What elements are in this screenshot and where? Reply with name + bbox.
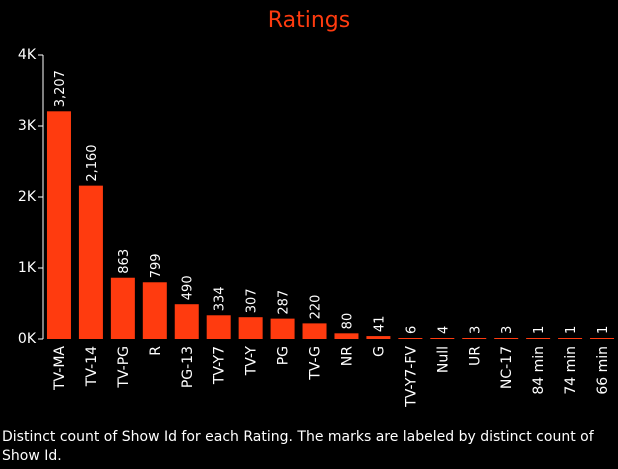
bar — [526, 338, 551, 339]
y-tick-label: 2K — [18, 189, 37, 205]
bar — [462, 338, 487, 339]
x-tick-label: TV-Y7-FV — [403, 346, 419, 408]
y-tick-label: 0K — [18, 331, 37, 347]
bar-value-label: 41 — [372, 316, 387, 333]
bar — [142, 282, 167, 339]
bar — [110, 277, 135, 339]
x-tick-label: TV-14 — [84, 346, 100, 387]
bar — [494, 338, 519, 339]
bar — [590, 338, 615, 339]
x-tick-label: TV-Y7 — [212, 346, 228, 385]
bar-value-label: 4 — [436, 326, 451, 334]
bar-value-label: 863 — [117, 249, 132, 274]
x-tick-label: PG-13 — [180, 346, 196, 388]
bar-value-label: 2,160 — [85, 144, 100, 181]
bar — [558, 338, 583, 339]
bar — [334, 333, 359, 339]
bar — [270, 318, 295, 339]
bar-value-label: 220 — [309, 295, 324, 320]
bar — [302, 323, 327, 339]
chart-caption: Distinct count of Show Id for each Ratin… — [2, 429, 594, 464]
bar-value-label: 3 — [468, 326, 483, 334]
chart-title: Ratings — [267, 8, 351, 33]
bar — [78, 185, 103, 339]
x-tick-label: 84 min — [531, 346, 547, 395]
bar-value-label: 1 — [564, 326, 579, 334]
bar-value-label: 3,207 — [53, 70, 68, 107]
x-tick-label: PG — [276, 346, 292, 365]
bar — [174, 304, 199, 339]
bar — [366, 336, 391, 339]
x-tick-label: 74 min — [563, 346, 579, 395]
bar — [206, 315, 231, 339]
y-tick-label: 3K — [18, 118, 37, 134]
x-tick-label: 66 min — [595, 346, 611, 395]
bar-value-label: 799 — [149, 253, 164, 278]
bar-value-label: 1 — [596, 326, 611, 334]
bar-value-label: 6 — [404, 326, 419, 334]
y-tick-label: 1K — [18, 260, 37, 276]
y-tick-label: 4K — [18, 47, 37, 63]
x-tick-label: Null — [435, 346, 451, 373]
bar — [398, 338, 423, 339]
x-tick-label: TV-MA — [52, 346, 68, 391]
x-tick-label: UR — [467, 346, 483, 366]
x-tick-label: R — [148, 346, 164, 356]
bar-value-label: 334 — [213, 286, 228, 311]
bar — [238, 317, 263, 339]
bar — [430, 338, 455, 339]
x-tick-label: NC-17 — [499, 346, 515, 389]
x-tick-label: TV-PG — [116, 346, 132, 389]
bar-value-label: 307 — [245, 288, 260, 313]
bar-value-label: 3 — [500, 326, 515, 334]
bar-value-label: 490 — [181, 275, 196, 300]
x-tick-label: NR — [339, 346, 355, 366]
bar-value-label: 1 — [532, 326, 547, 334]
bar-value-label: 80 — [340, 313, 355, 330]
bar — [46, 111, 71, 339]
x-tick-label: TV-Y — [244, 346, 260, 377]
bar-value-label: 287 — [277, 290, 292, 315]
x-tick-label: TV-G — [308, 346, 324, 381]
x-tick-label: G — [371, 346, 387, 357]
